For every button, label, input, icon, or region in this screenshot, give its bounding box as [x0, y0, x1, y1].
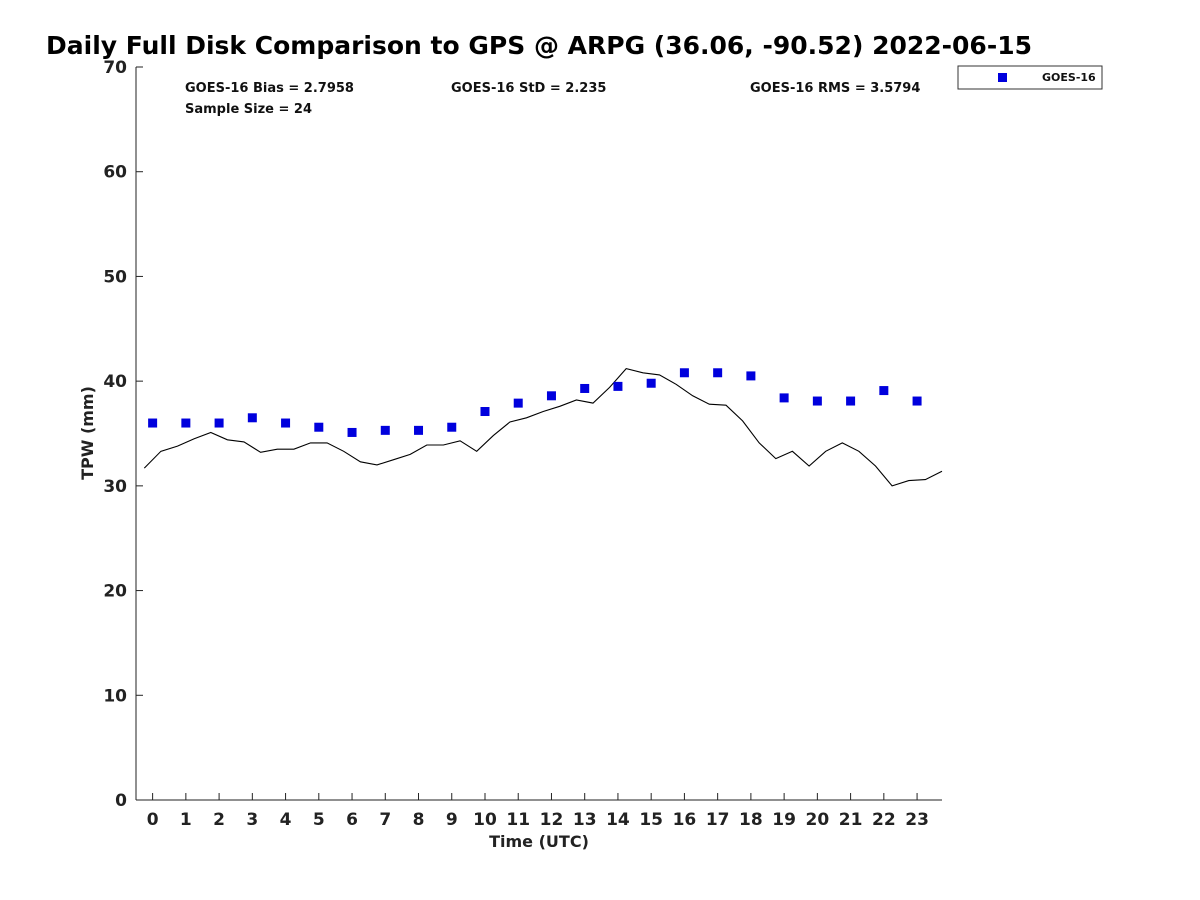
goes16-point: [779, 393, 789, 403]
goes16-point: [679, 368, 689, 378]
x-tick-label: 14: [606, 810, 630, 830]
x-tick-label: 7: [379, 810, 391, 830]
x-tick-label: 13: [573, 810, 597, 830]
y-tick-label: 20: [103, 582, 127, 602]
goes16-point: [414, 425, 424, 435]
x-tick-label: 12: [540, 810, 564, 830]
x-tick-label: 11: [506, 810, 530, 830]
goes16-point: [513, 398, 523, 408]
goes16-point: [447, 422, 457, 432]
x-tick-label: 6: [346, 810, 358, 830]
goes16-point: [148, 418, 158, 428]
y-tick-label: 60: [103, 163, 127, 183]
stat-sample-size: Sample Size = 24: [185, 102, 312, 117]
x-tick-label: 18: [739, 810, 763, 830]
x-tick-label: 22: [872, 810, 896, 830]
gps-line: [143, 367, 943, 487]
goes16-point: [613, 381, 623, 391]
stat-std: GOES-16 StD = 2.235: [451, 81, 606, 96]
x-tick-label: 4: [280, 810, 292, 830]
x-axis-ticks: 0 1 2 3 4 5 6 7 8 9 10 11 12 13 14 15 16 17 18 19 20 21 22 23: [147, 793, 929, 830]
goes16-point: [646, 378, 656, 388]
y-axis-ticks: 0 10 20 30 40 50 60 70: [103, 58, 143, 811]
goes16-point: [812, 396, 822, 406]
x-tick-label: 3: [246, 810, 258, 830]
x-tick-label: 23: [905, 810, 929, 830]
goes16-point: [181, 418, 191, 428]
goes16-point: [546, 391, 556, 401]
y-tick-label: 30: [103, 477, 127, 497]
x-tick-label: 5: [313, 810, 325, 830]
goes16-series-points: [148, 368, 922, 437]
y-tick-label: 50: [103, 267, 127, 287]
goes16-point: [214, 418, 224, 428]
legend: GOES-16: [957, 65, 1103, 90]
goes16-point: [846, 396, 856, 406]
x-tick-label: 17: [706, 810, 730, 830]
x-tick-label: 1: [180, 810, 192, 830]
legend-marker-square: [998, 73, 1007, 82]
gps-series-line: [143, 367, 943, 487]
goes16-point: [480, 407, 490, 417]
stat-rms: GOES-16 RMS = 3.5794: [750, 81, 920, 96]
x-axis-label: Time (UTC): [489, 832, 589, 851]
stat-bias: GOES-16 Bias = 2.7958: [185, 81, 354, 96]
goes16-point: [746, 371, 756, 381]
x-tick-label: 8: [413, 810, 425, 830]
goes16-point: [281, 418, 291, 428]
x-tick-label: 2: [213, 810, 225, 830]
goes16-point: [247, 413, 257, 423]
x-tick-label: 15: [639, 810, 663, 830]
goes16-point: [314, 422, 324, 432]
goes16-point: [879, 386, 889, 396]
y-tick-label: 10: [103, 686, 127, 706]
x-tick-label: 21: [839, 810, 863, 830]
x-tick-label: 9: [446, 810, 458, 830]
y-axis-label: TPW (mm): [78, 386, 97, 480]
goes16-point: [380, 425, 390, 435]
x-tick-label: 19: [772, 810, 796, 830]
goes16-point: [347, 427, 357, 437]
y-tick-label: 0: [115, 791, 127, 811]
x-tick-label: 16: [673, 810, 697, 830]
x-tick-label: 0: [147, 810, 159, 830]
goes16-point: [912, 396, 922, 406]
x-tick-label: 20: [806, 810, 830, 830]
legend-label: GOES-16: [1042, 71, 1096, 84]
chart-title: Daily Full Disk Comparison to GPS @ ARPG…: [46, 31, 1032, 60]
y-tick-label: 40: [103, 372, 127, 392]
legend-box: [957, 65, 1103, 90]
goes16-point: [713, 368, 723, 378]
y-tick-label: 70: [103, 58, 127, 78]
x-tick-label: 10: [473, 810, 497, 830]
goes16-point: [580, 383, 590, 393]
